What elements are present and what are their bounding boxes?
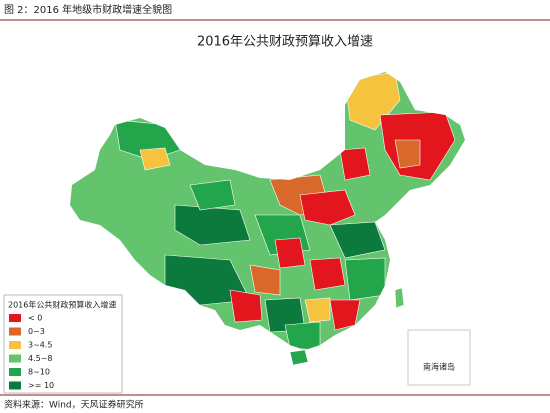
region [174, 204, 251, 246]
region [329, 221, 386, 259]
legend-swatch [9, 368, 21, 376]
legend-label: 0~3 [28, 327, 45, 336]
region [284, 321, 321, 350]
inset-label: 南海诸岛 [423, 362, 455, 372]
region [139, 147, 171, 171]
legend-swatch [9, 354, 21, 363]
region [329, 299, 361, 331]
legend-title: 2016年公共财政预算收入增速 [8, 300, 116, 310]
legend-label: 8~10 [28, 368, 50, 377]
region [189, 179, 236, 211]
region [274, 237, 306, 269]
region [394, 139, 421, 169]
legend-box [3, 294, 123, 394]
inset-box [407, 329, 471, 386]
region [299, 189, 356, 226]
region [344, 257, 386, 301]
hainan [289, 349, 309, 366]
legend-swatch [9, 314, 21, 322]
figure-caption: 图 2：2016 年地级市财政增速全貌图 [4, 3, 172, 16]
legend-label: >= 10 [28, 381, 54, 390]
map-title: 2016年公共财政预算收入增速 [197, 35, 373, 50]
region [339, 147, 371, 181]
legend-label: 4.5~8 [28, 354, 53, 363]
region [249, 264, 281, 296]
legend-swatch [9, 381, 21, 390]
legend-swatch [9, 327, 21, 336]
legend-label: 3~4.5 [28, 341, 53, 350]
legend: 2016年公共财政预算收入增速 < 0 0~3 3~4.5 4.5~8 8~10 >= 1… [3, 294, 123, 394]
map [70, 72, 465, 350]
region [304, 297, 331, 323]
legend-label: < 0 [28, 314, 42, 323]
legend-swatch [9, 341, 21, 349]
region [229, 289, 263, 323]
region [309, 257, 346, 291]
source: 资料来源：Wind，天风证券研究所 [4, 399, 144, 411]
taiwan [394, 287, 405, 309]
